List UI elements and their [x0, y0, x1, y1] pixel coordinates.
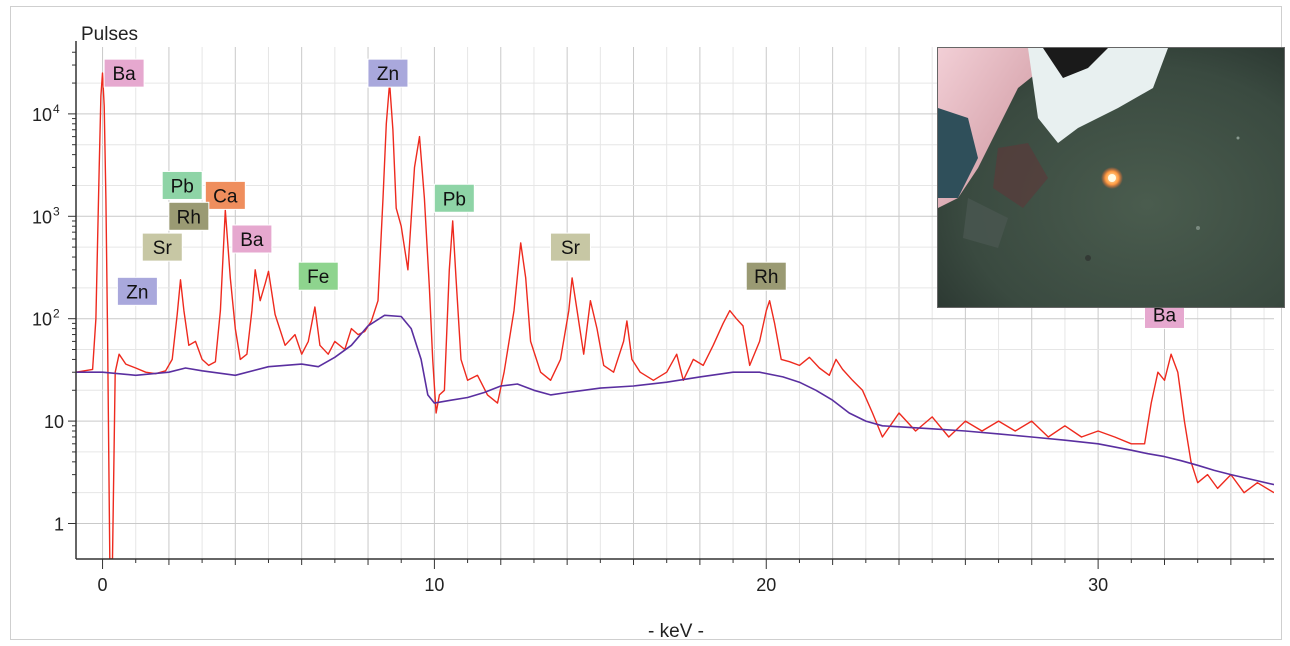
- element-label-box: [367, 58, 409, 88]
- element-label-text: Ba: [112, 64, 136, 85]
- x-tick-label: 20: [756, 575, 776, 595]
- element-label-text: Fe: [307, 267, 329, 288]
- element-label-text: Ba: [1153, 305, 1177, 326]
- y-axis-label: Pulses: [81, 24, 138, 45]
- element-label-box: [103, 58, 145, 88]
- sample-photo-icon: [938, 48, 1284, 307]
- element-label-text: Rh: [177, 207, 201, 228]
- element-label-box: [141, 232, 183, 262]
- element-label: Zn: [116, 276, 158, 306]
- element-label: Pb: [433, 183, 475, 213]
- series-layer: [76, 72, 1274, 559]
- element-label-box: [297, 261, 339, 291]
- x-tick-label: 30: [1088, 575, 1108, 595]
- element-label: Ca: [204, 180, 246, 210]
- y-tick-exponent: 3: [53, 204, 60, 218]
- element-label: Pb: [161, 170, 203, 200]
- element-label: Sr: [549, 232, 591, 262]
- element-label-text: Ca: [213, 186, 238, 207]
- element-label-box: [161, 170, 203, 200]
- element-label: Sr: [141, 232, 183, 262]
- element-label-text: Pb: [171, 176, 194, 197]
- y-tick-label: 10: [32, 207, 52, 227]
- y-tick-label: 1: [54, 514, 64, 534]
- spectrum-line: [76, 72, 1274, 559]
- y-tick-label: 10: [44, 412, 64, 432]
- element-label-box: [433, 183, 475, 213]
- x-tick-label: 10: [424, 575, 444, 595]
- element-label: Ba: [103, 58, 145, 88]
- element-label-text: Zn: [377, 64, 399, 85]
- element-label-box: [116, 276, 158, 306]
- element-label: Ba: [231, 224, 273, 254]
- element-label-text: Sr: [561, 238, 581, 259]
- element-label: Zn: [367, 58, 409, 88]
- element-label: Fe: [297, 261, 339, 291]
- element-label-box: [231, 224, 273, 254]
- element-label-box: [549, 232, 591, 262]
- x-tick-label: 0: [98, 575, 108, 595]
- element-label-box: [168, 201, 210, 231]
- sample-photo: [937, 47, 1285, 308]
- element-label: Rh: [745, 261, 787, 291]
- y-tick-label: 10: [32, 310, 52, 330]
- y-tick-label: 10: [32, 105, 52, 125]
- element-label: Rh: [168, 201, 210, 231]
- element-label-box: [745, 261, 787, 291]
- chart-frame: 0 10 20 30 1 10 10 2 10 3 10 4 Ba Zn Pb Ca Rh Ba Sr Pb Fe Sr…: [10, 6, 1285, 641]
- background-line: [76, 314, 1274, 486]
- element-label-text: Pb: [443, 189, 466, 210]
- element-label-box: [204, 180, 246, 210]
- element-label-text: Ba: [240, 230, 264, 251]
- element-label-text: Zn: [126, 282, 148, 303]
- x-axis-label: - keV -: [648, 621, 704, 641]
- element-label-text: Sr: [153, 238, 173, 259]
- y-tick-exponent: 2: [53, 307, 60, 321]
- y-tick-exponent: 4: [53, 102, 60, 116]
- element-label-text: Rh: [754, 267, 778, 288]
